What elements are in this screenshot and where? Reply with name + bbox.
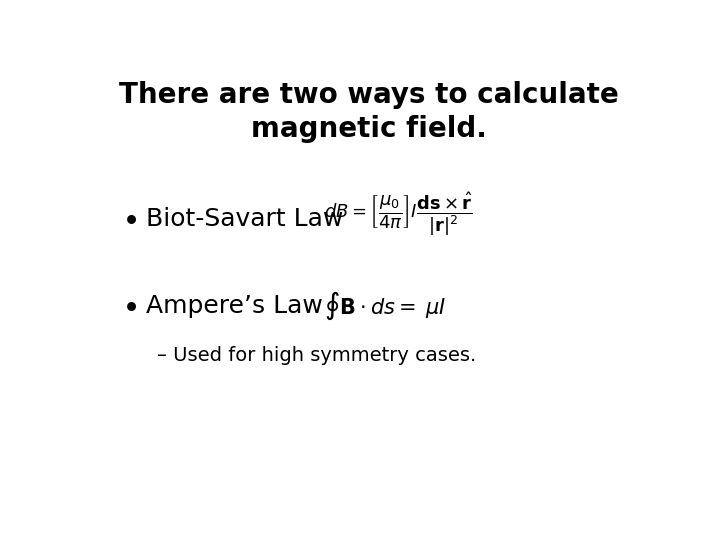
Text: $\bullet$: $\bullet$ xyxy=(121,292,137,320)
Text: Ampere’s Law: Ampere’s Law xyxy=(145,294,323,318)
Text: $\bullet$: $\bullet$ xyxy=(121,204,137,233)
Text: There are two ways to calculate
magnetic field.: There are two ways to calculate magnetic… xyxy=(119,82,619,143)
Text: $\oint \mathbf{B} \cdot ds = \;\mu I$: $\oint \mathbf{B} \cdot ds = \;\mu I$ xyxy=(324,290,446,322)
Text: $dB = \left[\dfrac{\mu_0}{4\pi}\right] I \dfrac{\mathbf{ds} \times \hat{\mathbf{: $dB = \left[\dfrac{\mu_0}{4\pi}\right] I… xyxy=(324,191,473,238)
Text: Biot-Savart Law: Biot-Savart Law xyxy=(145,207,343,231)
Text: – Used for high symmetry cases.: – Used for high symmetry cases. xyxy=(157,346,476,366)
